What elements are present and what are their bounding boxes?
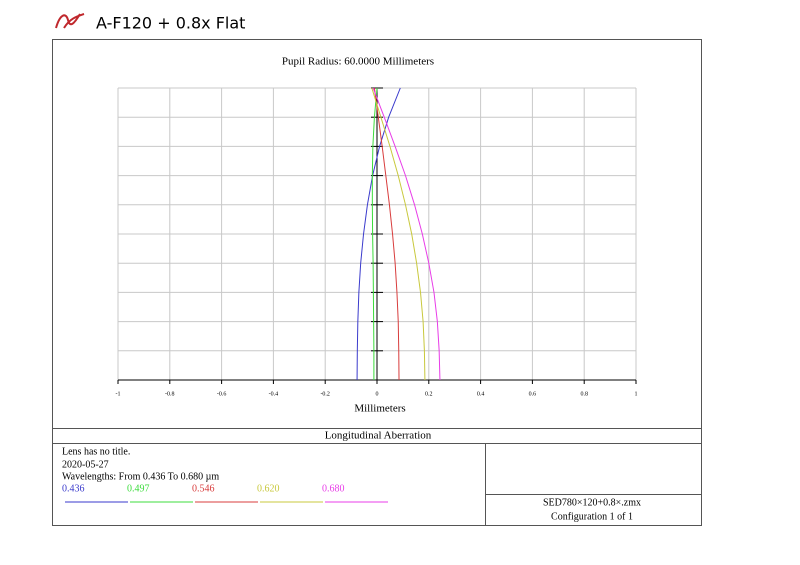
x-tick-label: 1 (635, 391, 638, 397)
lens-title: Lens has no title. (62, 446, 130, 457)
legend-label: 0.546 (192, 483, 215, 494)
date: 2020-05-27 (62, 459, 109, 470)
aberration-curve (371, 87, 426, 381)
plot-name: Longitudinal Aberration (325, 430, 432, 442)
frame (52, 39, 702, 526)
x-tick-label: -0.8 (165, 391, 175, 397)
chart-title: Pupil Radius: 60.0000 Millimeters (282, 56, 434, 68)
configuration: Configuration 1 of 1 (551, 511, 633, 522)
legend-label: 0.680 (322, 483, 345, 494)
x-tick-label: -1 (116, 391, 121, 397)
x-tick-label: -0.4 (269, 391, 279, 397)
legend-label: 0.436 (62, 483, 85, 494)
aberration-curve (372, 87, 441, 381)
logo (55, 13, 85, 29)
x-axis-label: Millimeters (354, 403, 405, 415)
legend-label: 0.497 (127, 483, 150, 494)
x-tick-label: 0 (376, 391, 379, 397)
x-tick-label: -0.2 (320, 391, 330, 397)
x-tick-label: 0.8 (580, 391, 588, 397)
x-tick-label: 0.6 (529, 391, 537, 397)
x-tick-label: 0.4 (477, 391, 485, 397)
x-tick-label: 0.2 (425, 391, 433, 397)
file-name: SED780×120+0.8×.zmx (543, 497, 641, 508)
legend-label: 0.620 (257, 483, 280, 494)
aberration-curve (356, 87, 401, 381)
page-title: A-F120 + 0.8x Flat (96, 14, 245, 33)
aberration-curve (373, 87, 400, 381)
wavelengths: Wavelengths: From 0.436 To 0.680 µm (62, 471, 219, 482)
aberration-curve (371, 87, 378, 380)
x-tick-label: -0.6 (217, 391, 227, 397)
